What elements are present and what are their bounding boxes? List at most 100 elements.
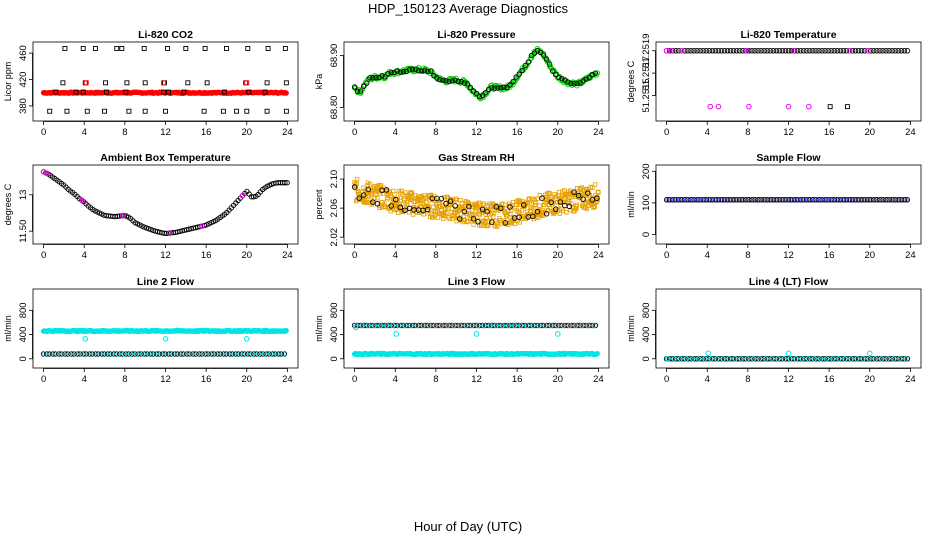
data-point — [369, 200, 375, 206]
data-point — [365, 322, 371, 329]
data-point — [457, 322, 463, 329]
data-point — [666, 48, 673, 54]
data-point — [679, 47, 685, 54]
data-point — [677, 197, 683, 203]
data-point — [393, 331, 400, 337]
data-point — [520, 202, 527, 208]
x-tick-label: 0 — [664, 374, 669, 385]
data-point — [589, 72, 595, 78]
data-point — [842, 197, 848, 203]
data-point — [170, 351, 176, 357]
data-point — [504, 84, 510, 91]
x-tick-label: 20 — [864, 250, 875, 261]
data-point — [890, 356, 897, 362]
data-point — [697, 48, 703, 54]
data-point — [554, 331, 561, 337]
data-point — [491, 211, 497, 216]
data-point — [251, 194, 257, 200]
data-point — [404, 202, 410, 207]
data-point — [281, 351, 288, 357]
data-point — [221, 89, 227, 95]
data-point — [671, 356, 677, 362]
data-point — [166, 230, 173, 236]
x-tick-label: 4 — [82, 250, 87, 261]
data-point — [372, 196, 378, 201]
data-point — [165, 46, 170, 51]
data-point — [64, 108, 70, 114]
y-tick-label: 11.50 — [18, 220, 29, 243]
data-point — [402, 207, 408, 214]
data-point — [702, 356, 708, 362]
series-top — [663, 47, 911, 54]
panel-0: Li-820 CO2 0 4 8 12 16 20 24 380 420 460 Licor ppm — [3, 29, 299, 138]
y-tick-label: 460 — [18, 45, 29, 61]
data-point — [382, 74, 388, 80]
data-point — [207, 351, 213, 357]
data-point — [535, 196, 540, 201]
data-point — [479, 206, 486, 213]
x-tick-label: 24 — [282, 127, 293, 138]
data-point — [377, 322, 384, 329]
data-point — [475, 322, 481, 329]
data-point — [781, 356, 787, 362]
data-point — [594, 70, 601, 76]
data-point — [282, 46, 288, 51]
data-point — [512, 221, 517, 226]
data-point — [566, 322, 573, 329]
data-point — [720, 197, 726, 203]
data-point — [668, 47, 675, 54]
y-tick-label: 68.90 — [329, 44, 340, 68]
data-point — [204, 80, 210, 86]
data-point — [354, 88, 361, 94]
data-point — [412, 66, 419, 72]
data-point — [482, 89, 489, 96]
y-tick-label: 420 — [18, 72, 29, 88]
data-point — [904, 48, 911, 54]
data-point — [183, 46, 189, 51]
x-tick-label: 16 — [201, 374, 212, 385]
data-point — [385, 195, 390, 201]
y-tick-label: 100 — [641, 195, 652, 211]
data-point — [367, 75, 373, 81]
data-point — [373, 75, 379, 81]
data-point — [740, 48, 746, 54]
data-point — [671, 197, 677, 203]
data-point — [903, 197, 909, 203]
data-point — [243, 335, 250, 342]
data-point — [200, 351, 207, 357]
data-point — [185, 80, 191, 86]
data-point — [499, 322, 506, 329]
data-point — [437, 77, 443, 83]
data-point — [549, 195, 554, 200]
series-dips — [82, 335, 250, 342]
panel-8: Line 4 (LT) Flow 0 4 8 12 16 20 24 0 400 800 ml/min — [626, 276, 922, 385]
data-point — [574, 80, 580, 87]
data-point — [461, 80, 467, 86]
data-point — [510, 78, 516, 85]
x-tick-label: 24 — [593, 127, 604, 138]
data-point — [481, 322, 487, 329]
data-point — [807, 48, 813, 54]
data-point — [817, 197, 824, 203]
data-point — [85, 351, 91, 357]
x-tick-label: 8 — [745, 374, 750, 385]
data-point — [283, 108, 289, 114]
data-point — [546, 61, 553, 67]
data-point — [554, 322, 560, 329]
data-point — [594, 199, 599, 204]
data-point — [884, 356, 891, 362]
data-point — [858, 48, 865, 54]
data-point — [284, 180, 290, 186]
data-point — [435, 215, 441, 220]
series-rh — [351, 176, 601, 229]
x-tick-label: 20 — [864, 374, 875, 385]
data-point — [540, 52, 547, 58]
data-point — [146, 351, 152, 357]
data-point — [897, 356, 903, 362]
data-point — [476, 93, 483, 100]
data-point — [181, 89, 187, 95]
data-point — [354, 176, 360, 182]
data-point — [548, 199, 554, 206]
series-red-markers — [83, 80, 250, 86]
data-point — [762, 356, 769, 362]
